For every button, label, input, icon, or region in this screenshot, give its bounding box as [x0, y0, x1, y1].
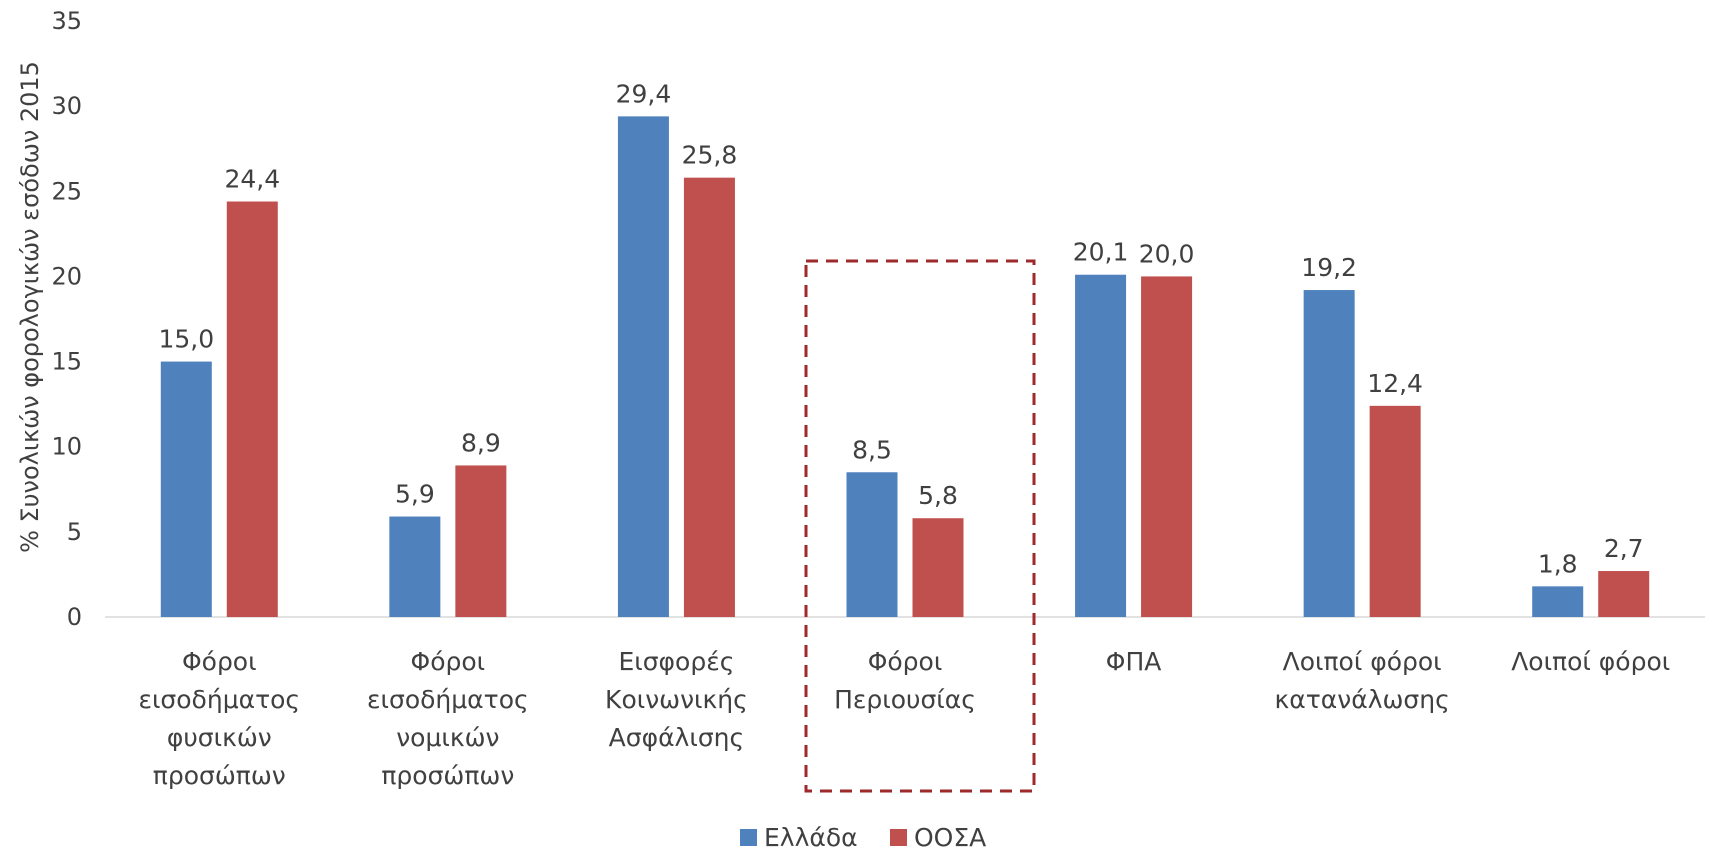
- category-label: Φόροι: [182, 647, 257, 676]
- bar-value-label: 5,9: [395, 480, 435, 509]
- highlight-box: [804, 259, 1036, 793]
- y-tick-label: 35: [51, 7, 82, 35]
- bar-value-label: 8,5: [852, 435, 892, 464]
- bar-oecd: [1598, 571, 1650, 617]
- category-label: Λοιποί φόροι: [1511, 647, 1670, 676]
- bar-oecd: [1141, 276, 1193, 617]
- category-label: Κοινωνικής: [605, 685, 748, 714]
- bar-value-label: 12,4: [1367, 369, 1423, 398]
- bar-value-label: 20,1: [1073, 238, 1129, 267]
- bar-greece: [1075, 274, 1127, 617]
- y-tick-label: 25: [51, 177, 82, 205]
- bar-oecd: [912, 518, 964, 617]
- category-label: προσώπων: [381, 761, 514, 790]
- category-label: προσώπων: [153, 761, 286, 790]
- category-label: Ασφάλισης: [609, 723, 745, 752]
- bar-value-label: 5,8: [918, 481, 958, 510]
- y-axis: 0 5 10 15 20 25 30 35: [51, 7, 82, 631]
- y-tick-label: 20: [51, 262, 82, 290]
- category-label: ΦΠΑ: [1106, 647, 1162, 676]
- bar-value-label: 2,7: [1604, 534, 1644, 563]
- legend-swatch: [890, 829, 907, 846]
- category-label: Λοιποί φόροι: [1283, 647, 1442, 676]
- bar-value-label: 19,2: [1301, 253, 1357, 282]
- category-labels: Φόροι εισοδήματος φυσικών προσώπων Φόροι εισο…: [138, 647, 1670, 790]
- bar-oecd: [683, 177, 735, 618]
- y-tick-label: 0: [67, 603, 82, 631]
- bar-oecd: [226, 201, 278, 617]
- bar-greece: [617, 116, 669, 618]
- y-tick-label: 30: [51, 92, 82, 120]
- bars: [160, 116, 1650, 618]
- bar-value-label: 1,8: [1538, 549, 1578, 578]
- legend-label: ΟΟΣΑ: [914, 823, 986, 848]
- category-label: κατανάλωσης: [1275, 685, 1450, 714]
- bar-greece: [1303, 290, 1355, 617]
- bar-greece: [1532, 586, 1584, 617]
- bar-value-label: 15,0: [158, 325, 214, 354]
- bar-value-label: 25,8: [682, 141, 738, 170]
- bar-greece: [846, 472, 898, 617]
- bar-value-label: 24,4: [224, 165, 280, 194]
- legend: Ελλάδα ΟΟΣΑ: [740, 823, 986, 848]
- bar-oecd: [1369, 405, 1421, 617]
- bar-oecd: [455, 465, 507, 617]
- y-tick-label: 5: [67, 518, 82, 546]
- bar-greece: [389, 516, 441, 617]
- y-tick-label: 10: [51, 433, 82, 461]
- bar-value-label: 20,0: [1139, 239, 1195, 268]
- category-label: Εισφορές: [618, 647, 734, 676]
- category-label: Περιουσίας: [834, 685, 976, 714]
- category-label: Φόροι: [411, 647, 486, 676]
- y-tick-label: 15: [51, 348, 82, 376]
- bar-greece: [160, 361, 212, 617]
- bar-value-label: 29,4: [616, 79, 672, 108]
- category-label: φυσικών: [167, 723, 272, 752]
- category-label: εισοδήματος: [138, 685, 300, 714]
- bar-value-label: 8,9: [461, 428, 501, 457]
- y-axis-title: % Συνολικών φορολογικών εσόδων 2015: [16, 61, 44, 553]
- category-label: νομικών: [396, 723, 499, 752]
- category-label: Φόροι: [868, 647, 943, 676]
- category-label: εισοδήματος: [367, 685, 529, 714]
- bar-value-labels: 15,0 24,4 5,9 8,9 29,4 25,8 8,5 5,8 20,1 20,0 19,2…: [158, 79, 1643, 578]
- legend-label: Ελλάδα: [764, 823, 858, 848]
- legend-swatch: [740, 829, 757, 846]
